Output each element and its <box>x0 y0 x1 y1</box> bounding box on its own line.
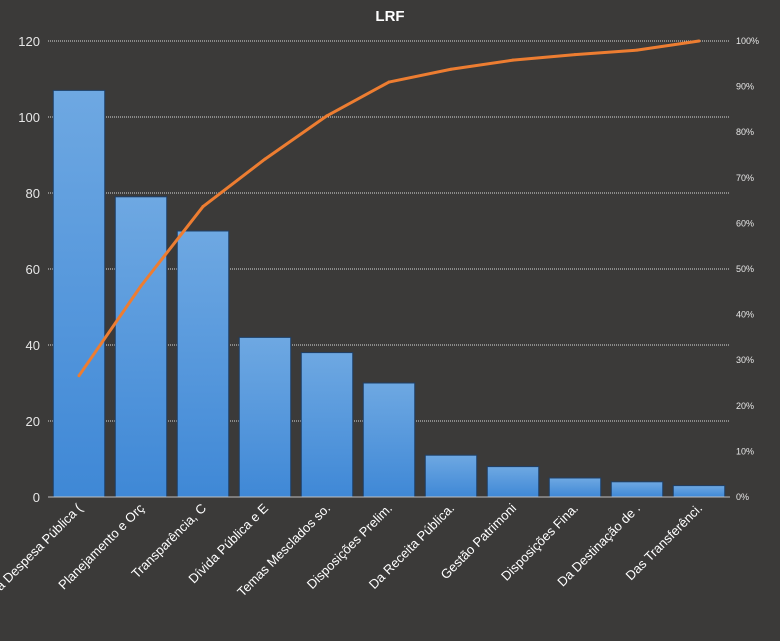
y-left-tick-label: 40 <box>26 338 40 353</box>
y-right-tick-label: 100% <box>736 36 759 46</box>
y-left-tick-label: 100 <box>18 110 40 125</box>
line-point <box>635 48 639 52</box>
line-point <box>449 67 453 71</box>
cumulative-line <box>77 39 700 377</box>
chart-title: LRF <box>375 8 405 25</box>
line-point <box>573 53 577 57</box>
line-point <box>387 80 391 84</box>
y-left-tick-label: 0 <box>33 490 40 505</box>
line-point <box>697 39 701 43</box>
bar <box>548 477 602 498</box>
y-left-tick-label: 120 <box>18 34 40 49</box>
bar <box>362 382 416 498</box>
bar <box>238 336 292 498</box>
y-left-tick-label: 20 <box>26 414 40 429</box>
y-right-tick-label: 50% <box>736 264 754 274</box>
y-left-tick-label: 80 <box>26 186 40 201</box>
bar <box>486 466 540 498</box>
bar <box>114 196 168 498</box>
line-point <box>325 114 329 118</box>
y-right-tick-label: 0% <box>736 492 749 502</box>
line-point <box>139 284 143 288</box>
y-right-tick-label: 40% <box>736 310 754 320</box>
bar <box>610 481 664 498</box>
bar <box>176 230 230 498</box>
bar <box>424 454 478 498</box>
bar <box>300 352 354 498</box>
y-left-tick-label: 60 <box>26 262 40 277</box>
line-point <box>511 58 515 62</box>
line-point <box>263 157 267 161</box>
y-right-tick-label: 10% <box>736 446 754 456</box>
y-right-tick-label: 70% <box>736 173 754 183</box>
bar <box>672 485 726 498</box>
y-right-tick-label: 30% <box>736 355 754 365</box>
y-right-tick-label: 90% <box>736 82 754 92</box>
line-point <box>77 374 81 378</box>
line-point <box>201 205 205 209</box>
bar <box>52 89 106 498</box>
y-right-tick-label: 60% <box>736 218 754 228</box>
y-right-tick-label: 20% <box>736 401 754 411</box>
y-right-tick-label: 80% <box>736 127 754 137</box>
